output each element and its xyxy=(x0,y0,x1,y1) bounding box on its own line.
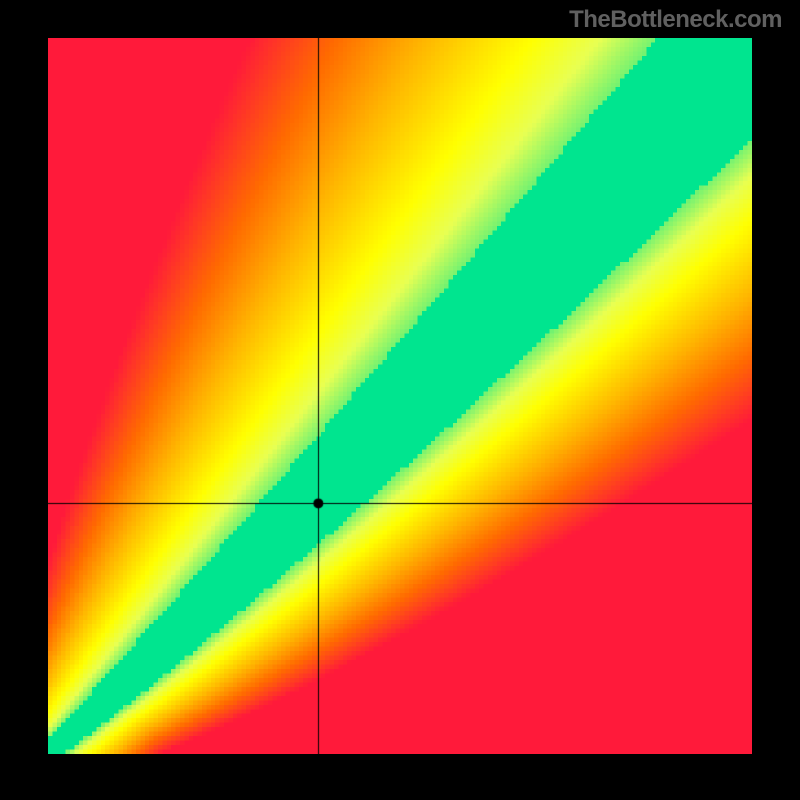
crosshair-overlay xyxy=(48,38,752,754)
watermark-text: TheBottleneck.com xyxy=(569,6,782,34)
